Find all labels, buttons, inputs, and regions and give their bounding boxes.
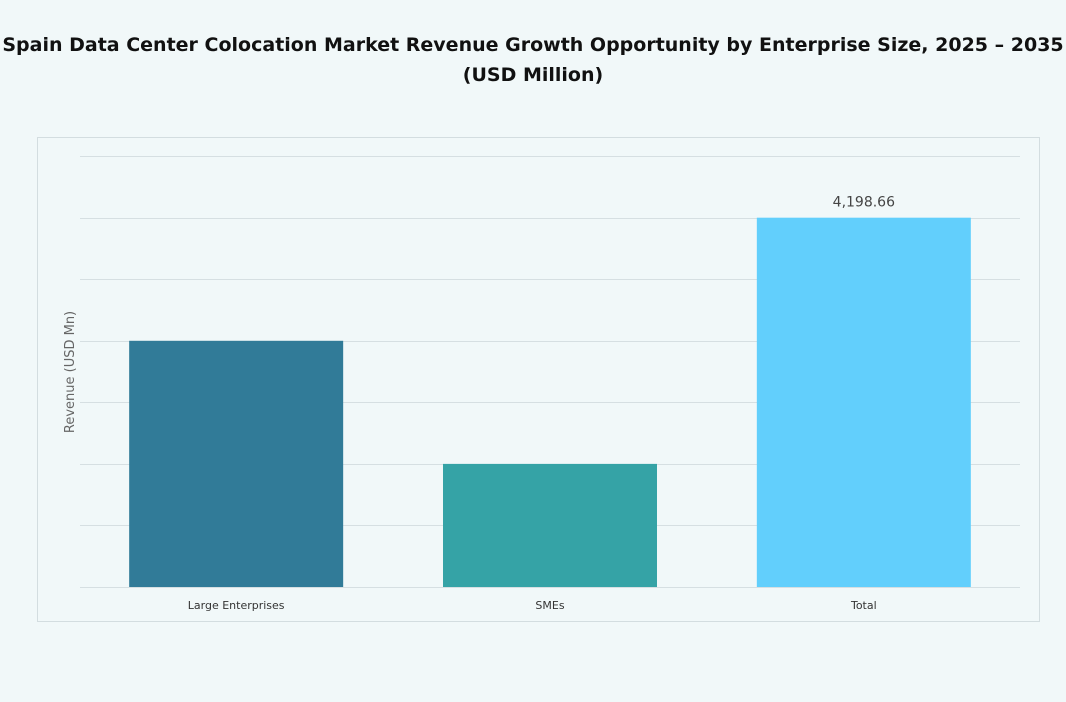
title-line: Spain Data Center Colocation Market Reve… [2, 34, 1064, 56]
bar-total [756, 217, 971, 587]
bars [129, 217, 971, 587]
x-tick-label: Large Enterprises [188, 599, 285, 612]
y-axis-label: Revenue (USD Mn) [63, 311, 78, 433]
bar-large-enterprises [129, 340, 344, 587]
x-tick-label: SMEs [535, 599, 564, 612]
plot-frame [37, 137, 1040, 622]
labels: Large Enterprises SMEs Total 4,198.66 [188, 195, 895, 612]
data-label: 4,198.66 [833, 195, 895, 211]
chart-title: Spain Data Center Colocation Market Reve… [0, 30, 1066, 90]
bar-smes [443, 463, 657, 587]
x-tick-label: Total [850, 599, 877, 612]
subtitle-line: (USD Million) [462, 64, 604, 86]
